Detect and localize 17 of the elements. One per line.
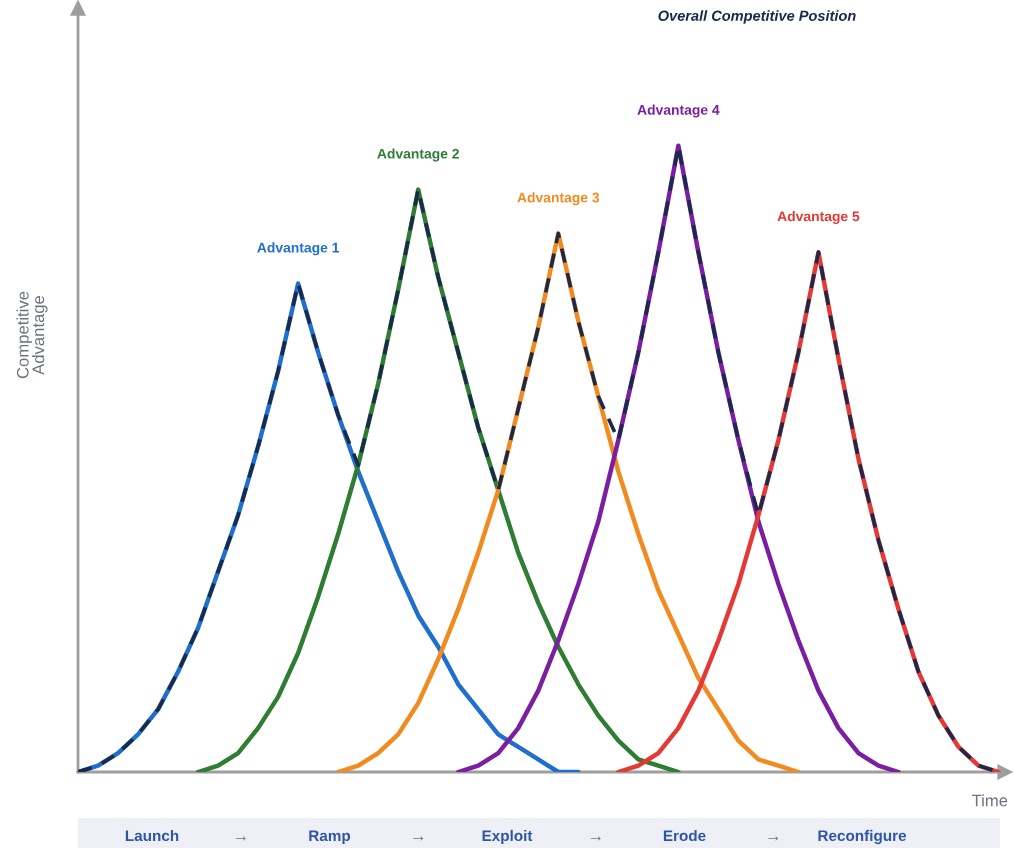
text: → [768,836,779,841]
text: Advantage 2 [377,148,459,162]
text: Advantage 1 [257,242,340,256]
text: Erode [663,829,706,842]
text: Exploit [482,829,533,845]
text: Advantage 4 [637,104,720,118]
text: Advantage 3 [517,192,600,206]
text: Overall Competitive Position [658,10,856,24]
text: Advantage 5 [777,211,860,225]
text: Ramp [309,830,351,845]
x-axis-title: Time [971,794,1008,807]
text: Reconfigure [818,829,907,845]
text: → [413,836,424,841]
text: → [590,836,601,841]
text: → [235,836,246,841]
text: Launch [125,829,179,842]
y-axis-title: Competitive Advantage [16,291,48,379]
